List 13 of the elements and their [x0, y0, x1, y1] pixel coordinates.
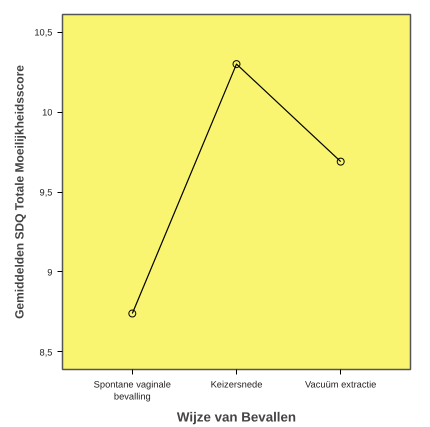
y-tick-label: 9 [47, 267, 53, 278]
point [336, 158, 345, 166]
y-tick-label: 10,5 [34, 28, 52, 38]
y-axis-title: Gemiddelden SDQ Totale Moeilijkheidsscore [12, 64, 26, 319]
y-tick-label: 9,5 [40, 188, 52, 198]
y-tick-label: 10 [42, 108, 53, 118]
x-tick-label: Spontane vaginale bevalling [94, 380, 171, 402]
x-tick-label: Keizersnede [210, 380, 262, 390]
point [232, 60, 240, 68]
y-tick-label: 8,5 [40, 347, 52, 358]
point [128, 310, 136, 318]
x-tick-label: Vacuüm extractie [305, 380, 376, 390]
x-axis-title: Wijze van Bevallen [176, 410, 296, 424]
